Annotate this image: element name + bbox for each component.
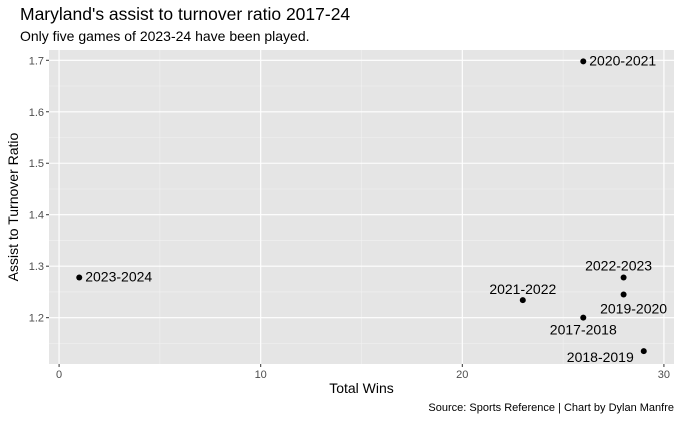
y-tick-label: 1.2 [29, 313, 44, 325]
point-label: 2019-2020 [600, 301, 667, 317]
data-points [76, 58, 647, 355]
x-tick-label: 30 [658, 369, 670, 381]
x-tick-label: 0 [56, 369, 62, 381]
point-label: 2021-2022 [489, 281, 556, 297]
grid-minor [49, 50, 674, 364]
y-tick-label: 1.7 [29, 55, 44, 67]
chart-subtitle: Only five games of 2023-24 have been pla… [20, 28, 310, 44]
data-point [640, 348, 647, 355]
data-point [620, 291, 627, 298]
data-point [580, 314, 587, 321]
y-axis-ticks: 1.2 1.3 1.4 1.5 1.6 1.7 [29, 55, 49, 325]
data-point [76, 274, 83, 281]
x-axis-ticks: 0 10 20 30 [56, 364, 670, 381]
x-tick-label: 10 [255, 369, 267, 381]
data-point [519, 297, 526, 304]
y-tick-label: 1.5 [29, 158, 44, 170]
data-point [620, 274, 627, 281]
y-axis-title: Assist to Turnover Ratio [5, 132, 21, 281]
point-label: 2018-2019 [567, 349, 634, 365]
x-axis-title: Total Wins [329, 380, 394, 396]
y-tick-label: 1.6 [29, 107, 44, 119]
x-tick-label: 20 [456, 369, 468, 381]
chart-caption: Source: Sports Reference | Chart by Dyla… [428, 402, 674, 414]
y-tick-label: 1.3 [29, 261, 44, 273]
grid-major [49, 50, 674, 364]
point-label: 2020-2021 [589, 52, 656, 68]
point-label: 2022-2023 [585, 258, 652, 274]
chart-title: Maryland's assist to turnover ratio 2017… [20, 4, 351, 24]
point-label: 2023-2024 [85, 269, 152, 285]
y-tick-label: 1.4 [29, 210, 44, 222]
point-label: 2017-2018 [550, 322, 617, 338]
point-labels: 2017-2018 2018-2019 2019-2020 2020-2021 2021… [85, 52, 667, 365]
data-point [580, 58, 587, 65]
